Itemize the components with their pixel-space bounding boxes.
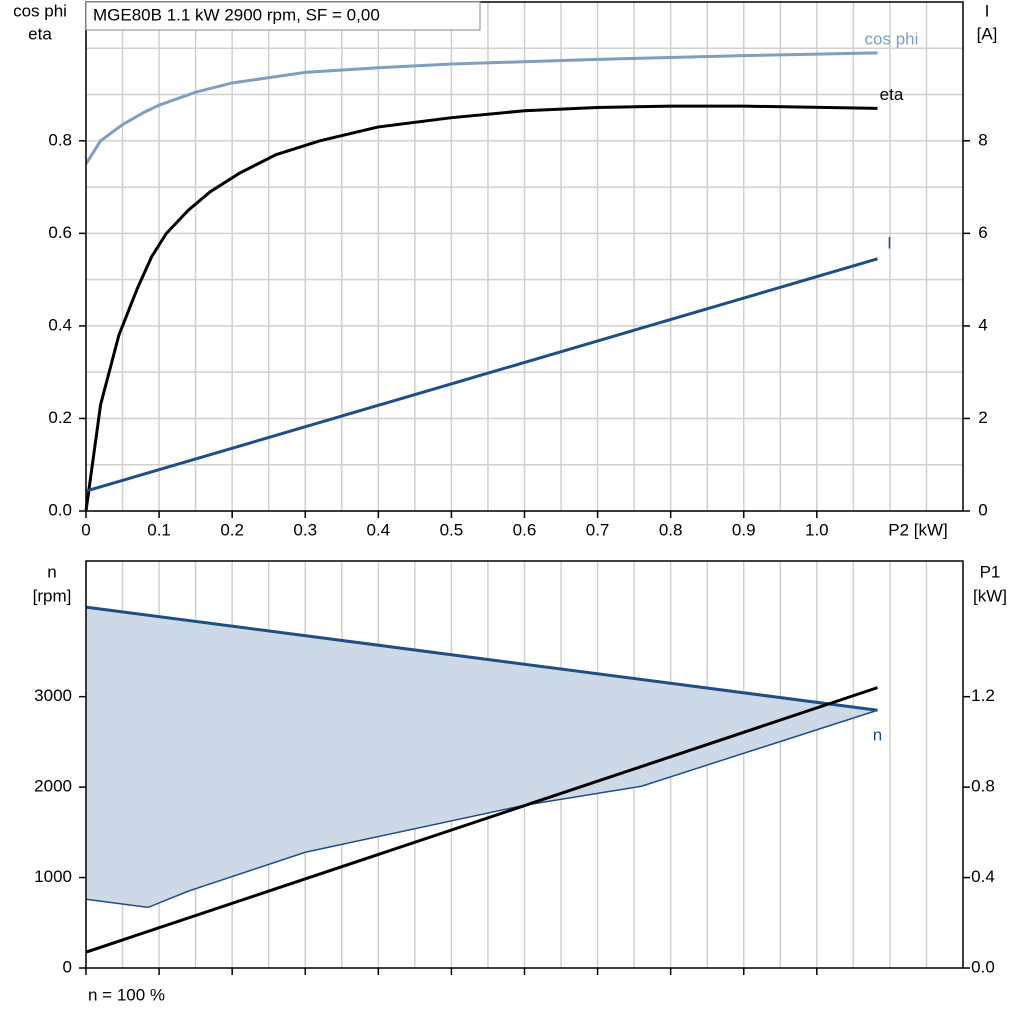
series-label: n [873, 726, 882, 745]
series-label: cos phi [865, 29, 919, 48]
y2-axis-label: [kW] [973, 586, 1007, 605]
x-tick-label: 0.1 [147, 520, 171, 539]
y2-tick-label: 0.0 [971, 957, 995, 976]
y2-tick-label: 1.2 [971, 686, 995, 705]
y2-tick-label: 0.8 [971, 777, 995, 796]
y-tick-label: 1000 [34, 867, 72, 886]
y-tick-label: 0.4 [48, 315, 72, 334]
y2-axis-label: I [985, 1, 990, 20]
y2-tick-label: 4 [978, 315, 987, 334]
series-line [85, 686, 878, 954]
x-tick-label: 0.9 [732, 520, 756, 539]
series-line [85, 605, 878, 712]
chart-title: MGE80B 1.1 kW 2900 rpm, SF = 0,00 [93, 5, 380, 24]
x-tick-label: 1.0 [805, 520, 829, 539]
x-axis-label: P2 [kW] [888, 520, 948, 539]
title-box [85, 1, 481, 31]
y-tick-label: 0.0 [48, 500, 72, 519]
x-tick-label: 0.7 [586, 520, 610, 539]
x-tick-label: 0.3 [293, 520, 317, 539]
y2-tick-label: 8 [978, 130, 987, 149]
y2-tick-label: 2 [978, 408, 987, 427]
y-tick-label: 0.2 [48, 408, 72, 427]
series-line [84, 51, 878, 165]
y2-axis-label: [A] [977, 24, 998, 43]
y-axis-label: cos phi [13, 1, 67, 20]
annotation: n = 100 % [88, 985, 165, 1004]
x-tick-label: 0.4 [367, 520, 391, 539]
x-tick-label: 0.2 [220, 520, 244, 539]
y2-tick-label: 6 [978, 223, 987, 242]
y-tick-label: 0.6 [48, 223, 72, 242]
y2-axis-label: P1 [980, 562, 1001, 581]
series-label: I [887, 233, 892, 252]
x-tick-label: 0.8 [659, 520, 683, 539]
area-fill [86, 607, 878, 908]
y-tick-label: 0 [63, 957, 72, 976]
series-line [85, 709, 878, 909]
series-label: eta [880, 85, 904, 104]
y-tick-label: 3000 [34, 686, 72, 705]
x-tick-label: 0.5 [440, 520, 464, 539]
y2-tick-label: 0.4 [971, 867, 995, 886]
y-tick-label: 0.8 [48, 130, 72, 149]
x-tick-label: 0 [81, 520, 90, 539]
y-axis-label: eta [28, 24, 52, 43]
y2-tick-label: 0 [978, 500, 987, 519]
series-line [84, 104, 878, 512]
y-axis-label: [rpm] [33, 586, 72, 605]
y-axis-label: n [47, 562, 56, 581]
series-line [85, 257, 878, 493]
y-tick-label: 2000 [34, 777, 72, 796]
x-tick-label: 0.6 [513, 520, 537, 539]
